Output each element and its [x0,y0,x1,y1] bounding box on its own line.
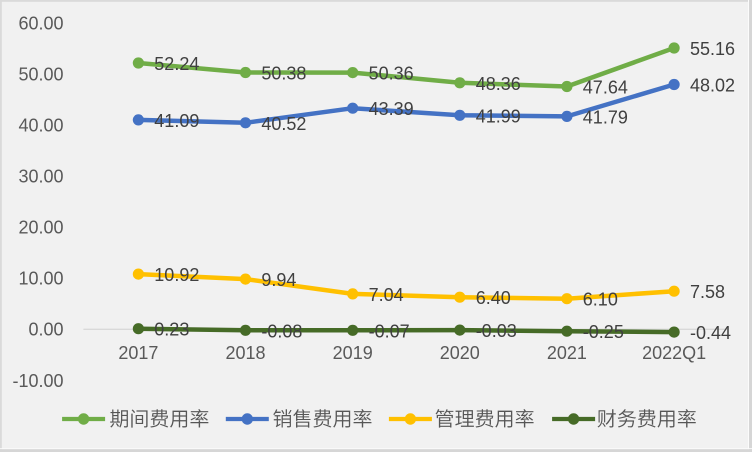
svg-text:41.09: 41.09 [154,111,199,131]
svg-text:43.39: 43.39 [369,99,414,119]
svg-text:55.16: 55.16 [690,39,735,59]
svg-text:30.00: 30.00 [18,167,63,187]
svg-text:7.04: 7.04 [369,285,404,305]
svg-text:47.64: 47.64 [583,78,628,98]
svg-text:50.38: 50.38 [261,64,306,84]
svg-text:48.36: 48.36 [476,74,521,94]
svg-text:7.58: 7.58 [690,282,725,302]
svg-text:41.99: 41.99 [476,106,521,126]
svg-text:2020: 2020 [440,343,480,363]
svg-text:6.10: 6.10 [583,290,618,310]
svg-text:0.00: 0.00 [28,320,63,340]
svg-text:-0.03: -0.03 [476,321,517,341]
svg-text:2022Q1: 2022Q1 [642,343,706,363]
svg-text:-10.00: -10.00 [12,371,63,391]
svg-text:2019: 2019 [333,343,373,363]
svg-text:6.40: 6.40 [476,288,511,308]
svg-text:10.00: 10.00 [18,269,63,289]
svg-text:-0.25: -0.25 [583,322,624,342]
svg-text:2018: 2018 [225,343,265,363]
svg-text:48.02: 48.02 [690,76,735,96]
svg-text:20.00: 20.00 [18,218,63,238]
svg-text:52.24: 52.24 [154,54,199,74]
svg-text:2017: 2017 [118,343,158,363]
svg-text:-0.07: -0.07 [369,321,410,341]
svg-text:2021: 2021 [547,343,587,363]
svg-text:40.52: 40.52 [261,114,306,134]
svg-text:9.94: 9.94 [261,270,296,290]
svg-text:50.36: 50.36 [369,64,414,84]
svg-text:-0.08: -0.08 [261,321,302,341]
svg-text:-0.44: -0.44 [690,323,731,343]
svg-text:50.00: 50.00 [18,64,63,84]
svg-text:41.79: 41.79 [583,107,628,127]
svg-text:0.23: 0.23 [154,320,189,340]
svg-text:40.00: 40.00 [18,115,63,135]
svg-text:60.00: 60.00 [18,13,63,33]
svg-text:10.92: 10.92 [154,265,199,285]
